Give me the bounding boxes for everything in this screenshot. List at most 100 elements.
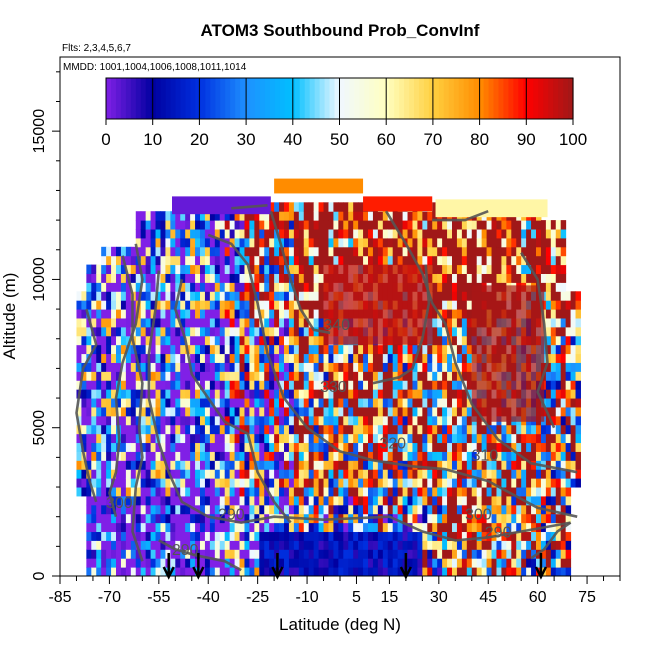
heatmap-cell xyxy=(111,389,117,399)
heatmap-cell xyxy=(279,264,285,274)
heatmap-cell xyxy=(501,246,507,257)
heatmap-cell xyxy=(229,398,236,408)
heatmap-cell xyxy=(461,282,468,292)
heatmap-cell xyxy=(565,371,572,381)
heatmap-cell xyxy=(81,344,87,355)
heatmap-cell xyxy=(96,406,102,417)
heatmap-cell xyxy=(288,540,295,550)
heatmap-cell xyxy=(106,300,112,310)
heatmap-cell xyxy=(372,558,379,568)
heatmap-cell xyxy=(476,264,483,274)
heatmap-cell xyxy=(521,237,527,248)
heatmap-cell xyxy=(244,460,250,470)
heatmap-cell xyxy=(284,451,290,461)
heatmap-cell xyxy=(298,353,305,363)
heatmap-cell xyxy=(234,389,241,399)
y-tick-label: 5000 xyxy=(31,410,48,446)
heatmap-cell xyxy=(135,282,142,292)
heatmap-cell xyxy=(540,220,547,230)
x-tick-label: 60 xyxy=(529,589,547,606)
heatmap-cell xyxy=(308,433,315,444)
heatmap-cell xyxy=(377,433,384,444)
heatmap-cell xyxy=(298,567,305,576)
heatmap-cell xyxy=(170,237,176,248)
heatmap-cell xyxy=(155,309,161,319)
heatmap-cell xyxy=(200,522,206,533)
heatmap-cell xyxy=(150,487,157,497)
heatmap-cell xyxy=(214,335,221,346)
heatmap-cell xyxy=(338,495,344,506)
heatmap-cell xyxy=(101,558,107,568)
heatmap-cell xyxy=(461,478,468,488)
heatmap-cell xyxy=(175,300,181,310)
heatmap-cell xyxy=(432,522,438,533)
heatmap-cell xyxy=(284,237,290,248)
heatmap-cell xyxy=(120,246,127,257)
heatmap-cell xyxy=(150,273,157,283)
colorbar-swatch xyxy=(215,78,221,119)
heatmap-cell xyxy=(288,264,295,274)
heatmap-cell xyxy=(239,309,245,319)
heatmap-cell xyxy=(150,504,157,515)
heatmap-cell xyxy=(382,513,389,524)
heatmap-cell xyxy=(264,424,270,435)
heatmap-cell xyxy=(338,353,344,363)
heatmap-cell xyxy=(471,285,545,422)
heatmap-cell xyxy=(358,202,364,212)
heatmap-cell xyxy=(155,326,161,337)
heatmap-cell xyxy=(308,317,315,328)
heatmap-cell xyxy=(91,495,97,506)
heatmap-cell xyxy=(382,460,389,470)
heatmap-cell xyxy=(298,540,305,550)
colorbar-swatch xyxy=(125,78,132,119)
heatmap-cell xyxy=(135,229,142,239)
heatmap-cell xyxy=(447,353,453,363)
heatmap-cell xyxy=(135,567,142,576)
heatmap-cell xyxy=(333,380,339,390)
heatmap-cell xyxy=(486,540,493,550)
theta-contour-layer xyxy=(75,204,578,572)
heatmap-cell xyxy=(575,469,581,479)
heatmap-cell xyxy=(422,237,428,248)
heatmap-cell xyxy=(155,291,161,301)
heatmap-cell xyxy=(303,344,310,355)
heatmap-cell xyxy=(224,273,231,283)
heatmap-cell xyxy=(224,353,231,363)
heatmap-cell xyxy=(91,380,97,390)
heatmap-cell xyxy=(363,451,369,461)
heatmap-cell xyxy=(204,237,211,248)
heatmap-cell xyxy=(254,415,260,426)
heatmap-cell xyxy=(145,309,152,319)
heatmap-cell xyxy=(516,540,522,550)
heatmap-cell xyxy=(526,469,532,479)
colorbar-swatch xyxy=(309,78,316,119)
heatmap-cell xyxy=(412,513,418,524)
heatmap-cell xyxy=(402,478,409,488)
heatmap-cell xyxy=(190,273,196,283)
heatmap-cell xyxy=(432,300,438,310)
heatmap-cell xyxy=(175,229,181,239)
heatmap-cell xyxy=(145,495,152,506)
heatmap-cell xyxy=(125,344,132,355)
heatmap-cell xyxy=(130,255,137,266)
heatmap-cell xyxy=(417,389,423,399)
heatmap-cell xyxy=(303,291,310,301)
heatmap-cell xyxy=(91,549,97,559)
heatmap-cell xyxy=(120,567,127,576)
heatmap-cell xyxy=(516,433,522,444)
heatmap-cell xyxy=(269,522,275,533)
heatmap-cell xyxy=(106,291,112,301)
heatmap-cell xyxy=(442,362,448,372)
heatmap-cell xyxy=(219,211,226,221)
heatmap-cell xyxy=(214,451,221,461)
heatmap-cell xyxy=(140,237,147,248)
heatmap-cell xyxy=(190,317,196,328)
heatmap-cell xyxy=(397,540,404,550)
heatmap-cell xyxy=(550,451,557,461)
heatmap-cell xyxy=(308,282,315,292)
heatmap-cell xyxy=(377,531,384,541)
heatmap-cell xyxy=(575,406,581,417)
heatmap-cell xyxy=(259,237,265,248)
heatmap-cell xyxy=(106,264,112,274)
heatmap-cell xyxy=(264,317,270,328)
